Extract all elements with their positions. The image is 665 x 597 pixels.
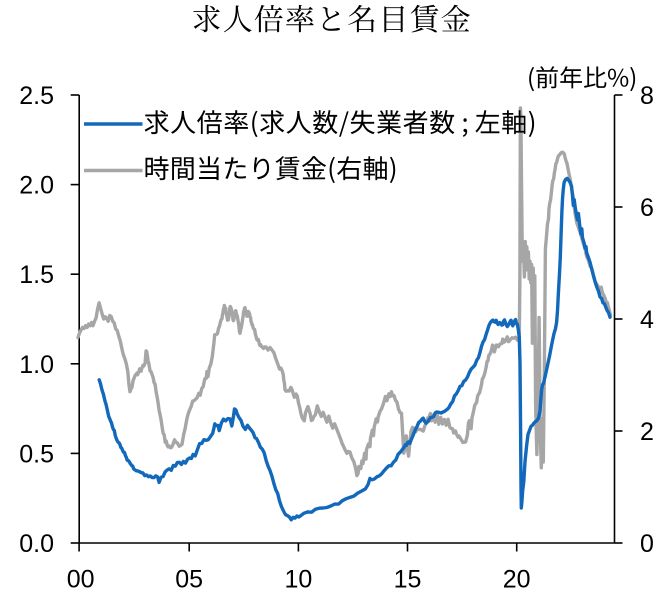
svg-text:2.0: 2.0 [19, 172, 54, 200]
svg-text:6: 6 [640, 194, 654, 222]
svg-text:0.0: 0.0 [19, 530, 54, 558]
svg-text:2: 2 [640, 418, 654, 446]
svg-text:10: 10 [284, 566, 312, 594]
svg-text:00: 00 [67, 566, 95, 594]
svg-text:8: 8 [640, 82, 654, 110]
svg-text:1.5: 1.5 [19, 261, 54, 289]
svg-text:4: 4 [640, 306, 654, 334]
svg-text:15: 15 [394, 566, 422, 594]
svg-text:1.0: 1.0 [19, 351, 54, 379]
svg-text:05: 05 [175, 566, 203, 594]
svg-text:0.5: 0.5 [19, 440, 54, 468]
svg-text:20: 20 [503, 566, 531, 594]
svg-text:0: 0 [640, 530, 654, 558]
svg-text:2.5: 2.5 [19, 82, 54, 110]
